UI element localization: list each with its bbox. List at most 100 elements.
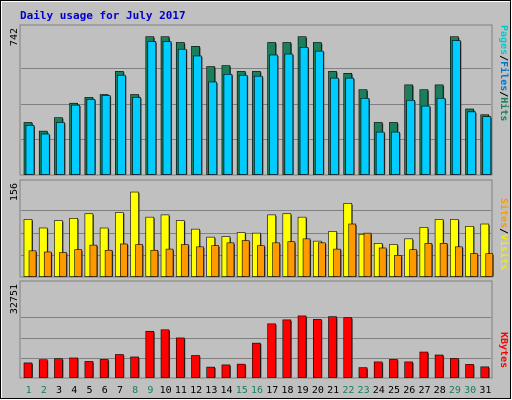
panel-visits-bars bbox=[23, 191, 494, 277]
kbytes-bar-day-28 bbox=[434, 354, 444, 378]
sites-bar-day-21 bbox=[333, 248, 341, 277]
kbytes-bar-day-19 bbox=[297, 315, 307, 378]
x-label-day-14: 14 bbox=[221, 385, 233, 396]
files-bar-day-28 bbox=[436, 98, 446, 175]
files-bar-day-24 bbox=[375, 131, 385, 175]
sites-bar-day-24 bbox=[378, 247, 387, 277]
kbytes-bar-day-3 bbox=[54, 358, 63, 378]
files-bar-day-2 bbox=[40, 133, 50, 175]
x-label-day-1: 1 bbox=[26, 385, 32, 396]
kbytes-bar-day-18 bbox=[282, 319, 292, 378]
files-bar-day-3 bbox=[56, 122, 65, 175]
files-bar-day-14 bbox=[223, 73, 233, 175]
sites-bar-day-23 bbox=[363, 232, 372, 277]
files-bar-day-19 bbox=[299, 47, 309, 175]
x-label-day-12: 12 bbox=[190, 385, 202, 396]
files-bar-day-17 bbox=[269, 54, 278, 175]
kbytes-bar-day-29 bbox=[450, 358, 459, 378]
visits-bar-day-3 bbox=[54, 220, 63, 277]
legend-hits: Hits bbox=[498, 97, 510, 121]
files-bar-day-21 bbox=[330, 77, 339, 175]
files-bar-day-5 bbox=[86, 99, 96, 175]
kbytes-bar-day-12 bbox=[191, 355, 200, 378]
sites-bar-day-31 bbox=[485, 253, 494, 277]
x-label-day-29: 29 bbox=[449, 385, 461, 396]
visits-bar-day-31 bbox=[480, 223, 490, 277]
files-bar-day-18 bbox=[284, 53, 294, 175]
files-bar-day-26 bbox=[406, 100, 415, 175]
files-bar-day-16 bbox=[254, 75, 263, 175]
sites-bar-day-19 bbox=[302, 238, 311, 277]
x-label-day-17: 17 bbox=[266, 385, 278, 396]
x-label-day-27: 27 bbox=[418, 385, 430, 396]
files-bar-day-23 bbox=[360, 98, 370, 175]
x-label-day-31: 31 bbox=[479, 385, 491, 396]
x-label-day-10: 10 bbox=[160, 385, 172, 396]
sites-bar-day-13 bbox=[211, 245, 220, 277]
sites-bar-day-20 bbox=[317, 242, 326, 277]
visits-bar-day-10 bbox=[160, 214, 170, 277]
visits-bar-day-9 bbox=[145, 216, 155, 277]
sites-bar-day-10 bbox=[165, 248, 174, 277]
panel-hits-bars bbox=[23, 36, 492, 175]
x-label-day-11: 11 bbox=[175, 385, 187, 396]
kbytes-bar-day-31 bbox=[480, 366, 490, 378]
panel-visits: 156 Sites/Visits bbox=[9, 179, 510, 278]
files-bar-day-10 bbox=[162, 41, 172, 175]
x-label-day-20: 20 bbox=[312, 385, 324, 396]
x-label-day-5: 5 bbox=[87, 385, 93, 396]
x-label-day-19: 19 bbox=[297, 385, 309, 396]
kbytes-bar-day-7 bbox=[115, 354, 124, 378]
kbytes-bar-day-21 bbox=[328, 316, 337, 378]
sites-bar-day-12 bbox=[196, 246, 204, 277]
sites-bar-day-5 bbox=[89, 244, 98, 277]
files-bar-day-30 bbox=[467, 111, 476, 175]
panel-hits-legend: Pages/Files/Hits bbox=[498, 25, 510, 121]
x-label-day-9: 9 bbox=[147, 385, 153, 396]
kbytes-bar-day-26 bbox=[404, 361, 413, 378]
sites-bar-day-14 bbox=[226, 242, 235, 277]
kbytes-bar-day-16 bbox=[252, 342, 261, 378]
files-bar-day-6 bbox=[101, 95, 111, 175]
kbytes-bar-day-4 bbox=[69, 357, 78, 378]
legend-sites: Sites bbox=[498, 198, 510, 228]
files-bar-day-8 bbox=[132, 97, 141, 175]
files-bar-day-20 bbox=[314, 50, 324, 175]
legend-sep-1: / bbox=[498, 55, 509, 61]
chart-title: Daily usage for July 2017 bbox=[20, 9, 186, 22]
sites-bar-day-25 bbox=[394, 255, 402, 277]
sites-bar-day-2 bbox=[43, 251, 52, 277]
legend-kbytes: KBytes bbox=[498, 332, 509, 368]
files-bar-day-22 bbox=[345, 77, 355, 175]
panel-hits-ymax-label: 742 bbox=[9, 28, 20, 46]
x-label-day-25: 25 bbox=[388, 385, 400, 396]
kbytes-bar-day-8 bbox=[130, 356, 139, 378]
panel-kbytes-bars bbox=[23, 315, 490, 378]
x-label-day-21: 21 bbox=[327, 385, 339, 396]
sites-bar-day-22 bbox=[348, 223, 357, 277]
kbytes-bar-day-1 bbox=[23, 362, 33, 378]
files-bar-day-12 bbox=[193, 55, 202, 175]
x-label-day-3: 3 bbox=[56, 385, 62, 396]
x-label-day-26: 26 bbox=[403, 385, 415, 396]
legend-files: Files bbox=[498, 61, 510, 91]
sites-bar-day-8 bbox=[135, 244, 143, 277]
panel-hits: 742 Pages/Files/Hits bbox=[9, 24, 510, 176]
x-label-day-8: 8 bbox=[132, 385, 138, 396]
sites-bar-day-17 bbox=[272, 242, 280, 277]
files-bar-day-9 bbox=[147, 41, 157, 175]
legend-visits: Visits bbox=[498, 234, 510, 270]
sites-bar-day-7 bbox=[120, 243, 128, 277]
visits-bar-day-30 bbox=[465, 225, 474, 277]
panel-kbytes: 32751 KBytes bbox=[9, 280, 509, 379]
kbytes-bar-day-22 bbox=[343, 317, 353, 378]
files-bar-day-11 bbox=[177, 48, 187, 175]
visits-bar-day-4 bbox=[69, 218, 78, 277]
x-label-day-4: 4 bbox=[71, 385, 77, 396]
files-bar-day-13 bbox=[208, 81, 218, 175]
kbytes-bar-day-10 bbox=[160, 329, 170, 378]
files-bar-day-4 bbox=[71, 104, 80, 175]
sites-bar-day-11 bbox=[180, 244, 189, 277]
kbytes-bar-day-5 bbox=[84, 361, 94, 378]
